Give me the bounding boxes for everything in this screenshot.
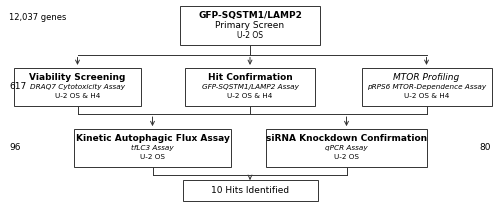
Text: qPCR Assay: qPCR Assay <box>325 145 368 151</box>
Text: 96: 96 <box>9 143 20 152</box>
Text: 10 Hits Identified: 10 Hits Identified <box>211 186 289 195</box>
Text: U-2 OS & H4: U-2 OS & H4 <box>404 93 449 99</box>
Text: Viability Screening: Viability Screening <box>30 73 126 82</box>
Text: Kinetic Autophagic Flux Assay: Kinetic Autophagic Flux Assay <box>76 134 230 143</box>
FancyBboxPatch shape <box>180 6 320 45</box>
FancyBboxPatch shape <box>74 129 231 167</box>
FancyBboxPatch shape <box>182 180 318 202</box>
Text: 80: 80 <box>480 143 491 152</box>
Text: U-2 OS: U-2 OS <box>140 154 165 160</box>
Text: Hit Confirmation: Hit Confirmation <box>208 73 292 82</box>
FancyBboxPatch shape <box>362 68 492 106</box>
Text: siRNA Knockdown Confirmation: siRNA Knockdown Confirmation <box>266 134 427 143</box>
Text: GFP-SQSTM1/LAMP2: GFP-SQSTM1/LAMP2 <box>198 11 302 20</box>
FancyBboxPatch shape <box>266 129 426 167</box>
Text: GFP-SQSTM1/LAMP2 Assay: GFP-SQSTM1/LAMP2 Assay <box>202 84 298 90</box>
Text: U-2 OS: U-2 OS <box>334 154 359 160</box>
Text: tfLC3 Assay: tfLC3 Assay <box>131 145 174 151</box>
Text: 12,037 genes: 12,037 genes <box>9 13 66 22</box>
Text: pRPS6 MTOR-Dependence Assay: pRPS6 MTOR-Dependence Assay <box>367 84 486 90</box>
FancyBboxPatch shape <box>185 68 315 106</box>
Text: U-2 OS & H4: U-2 OS & H4 <box>55 93 100 99</box>
FancyBboxPatch shape <box>14 68 141 106</box>
Text: MTOR Profiling: MTOR Profiling <box>394 73 460 82</box>
Text: DRAQ7 Cytotoxicity Assay: DRAQ7 Cytotoxicity Assay <box>30 84 125 90</box>
Text: 617: 617 <box>9 82 26 91</box>
Text: Primary Screen: Primary Screen <box>216 21 284 30</box>
Text: U-2 OS & H4: U-2 OS & H4 <box>228 93 272 99</box>
Text: U-2 OS: U-2 OS <box>237 31 263 40</box>
